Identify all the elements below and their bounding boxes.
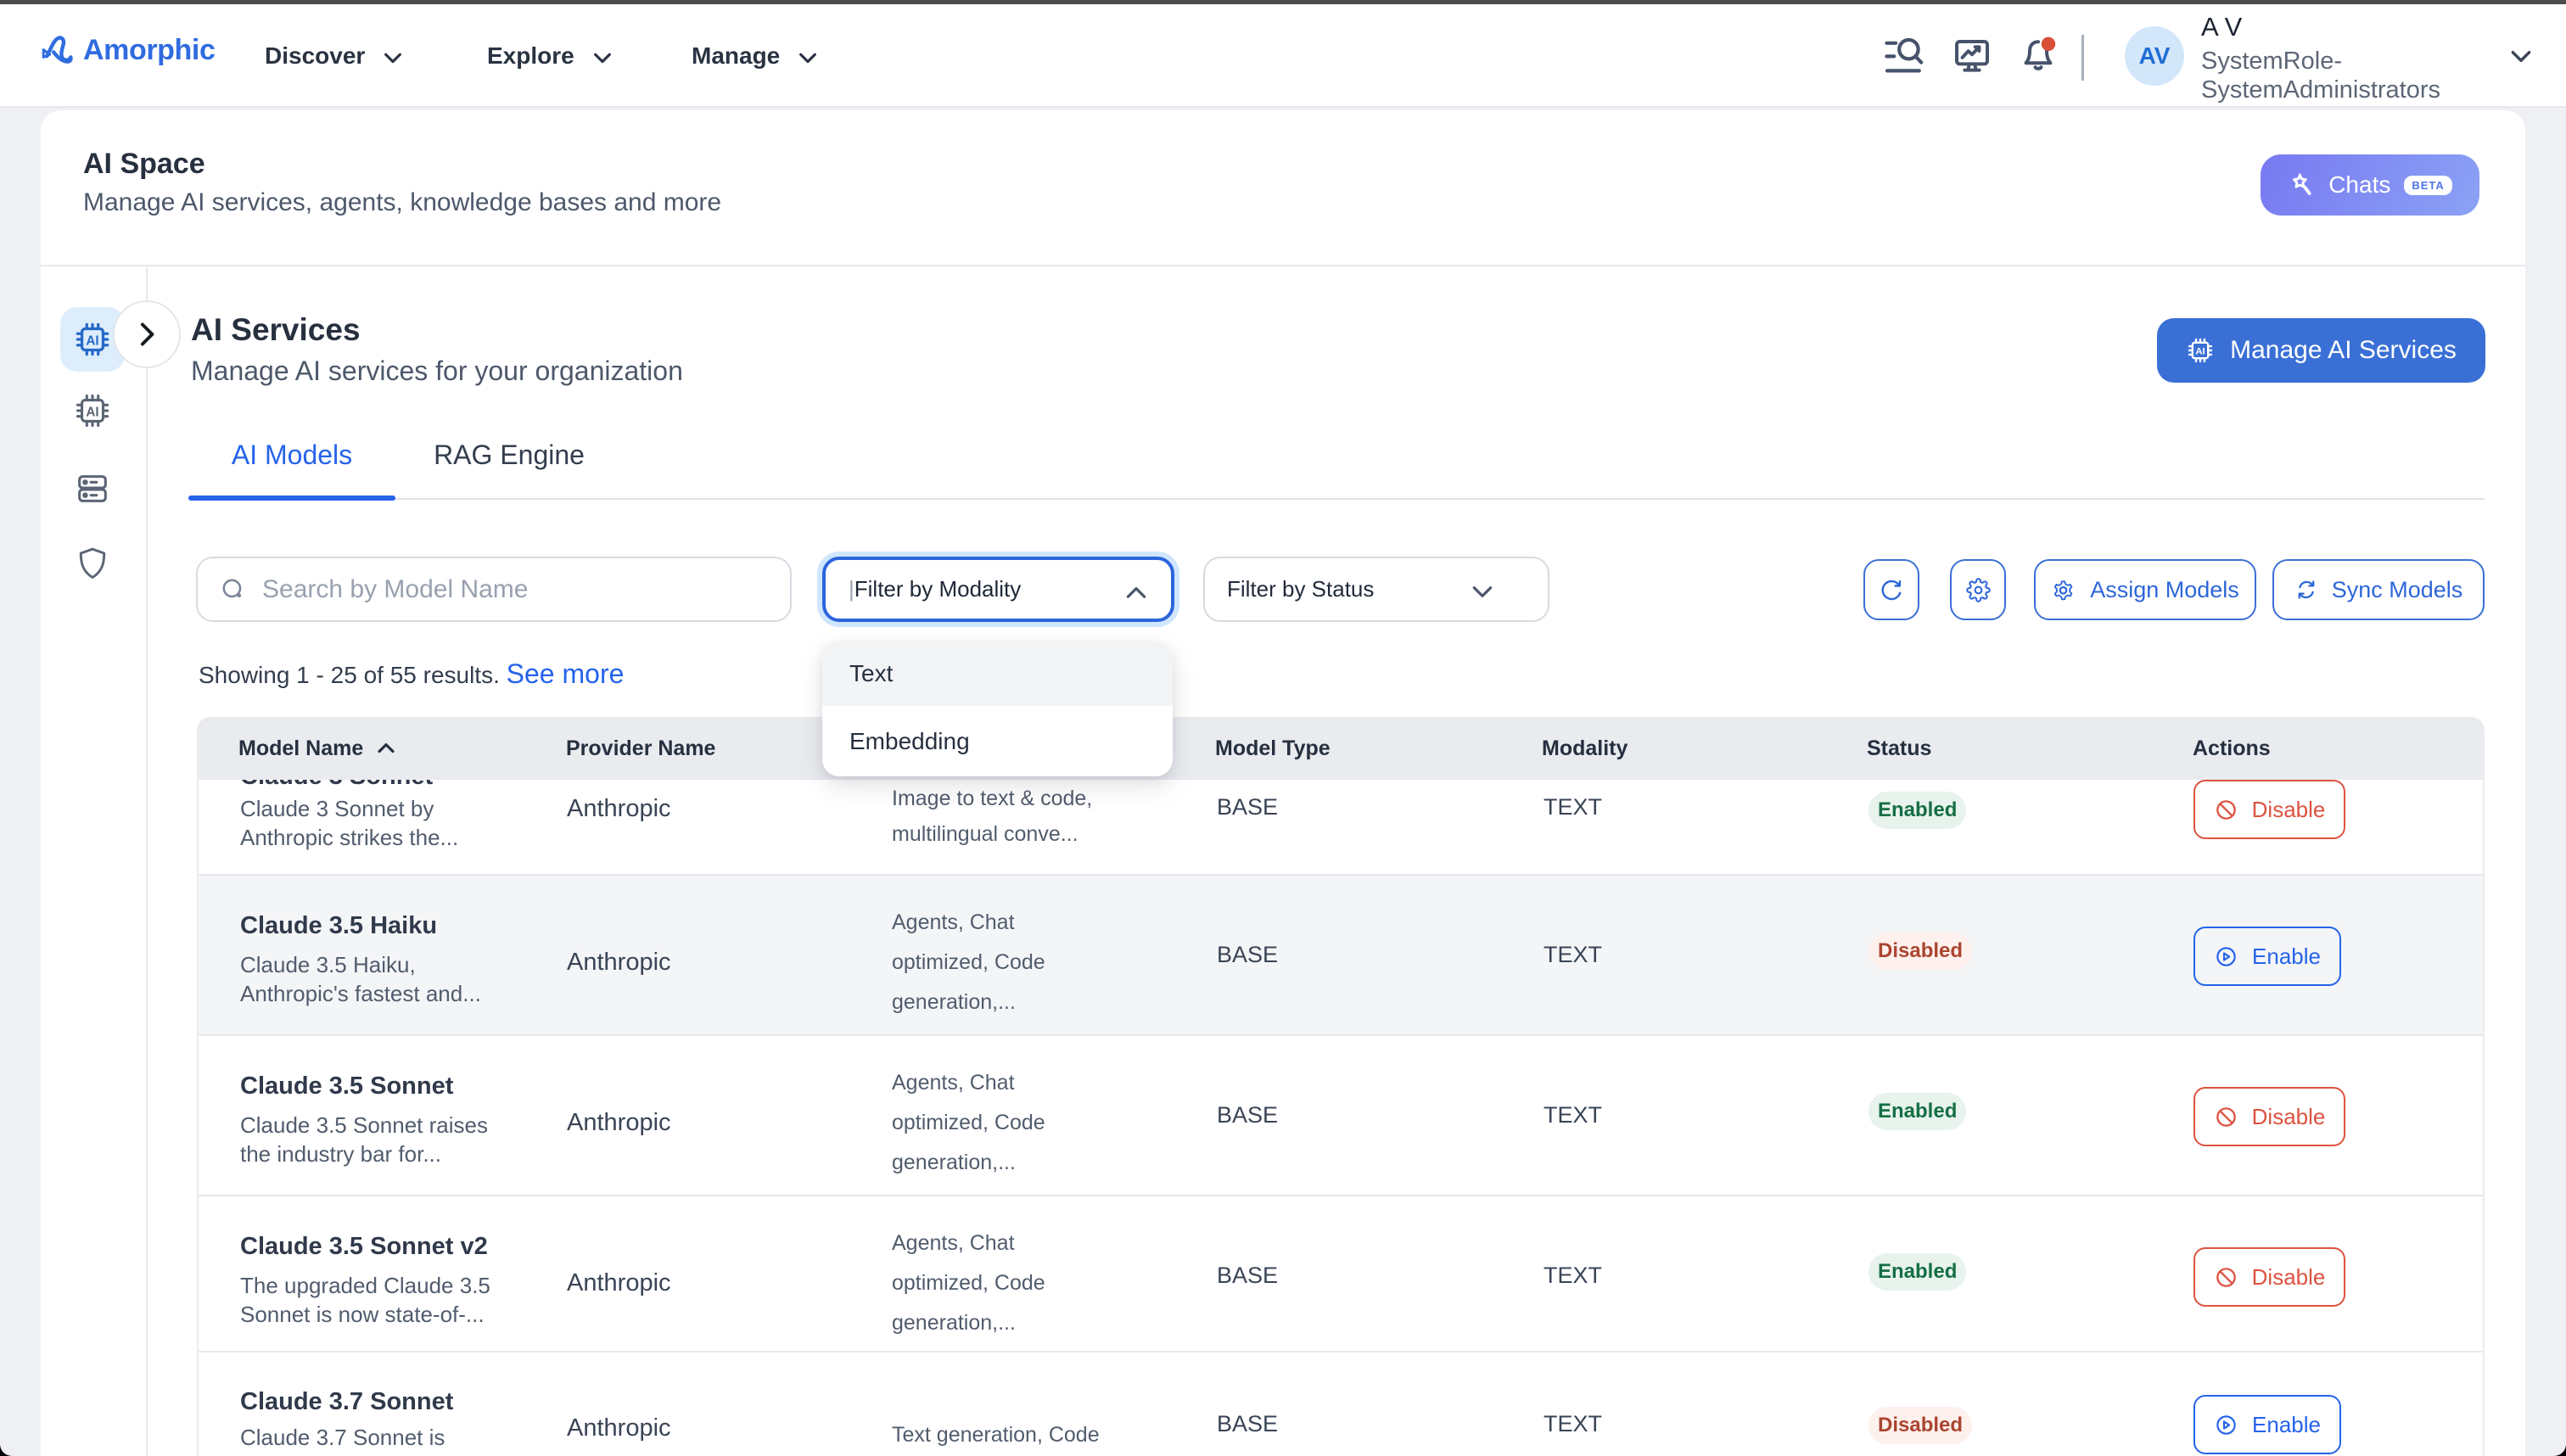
svg-text:AI: AI [86,405,98,419]
svg-text:AI: AI [86,333,98,348]
svg-text:AI: AI [2195,347,2205,357]
